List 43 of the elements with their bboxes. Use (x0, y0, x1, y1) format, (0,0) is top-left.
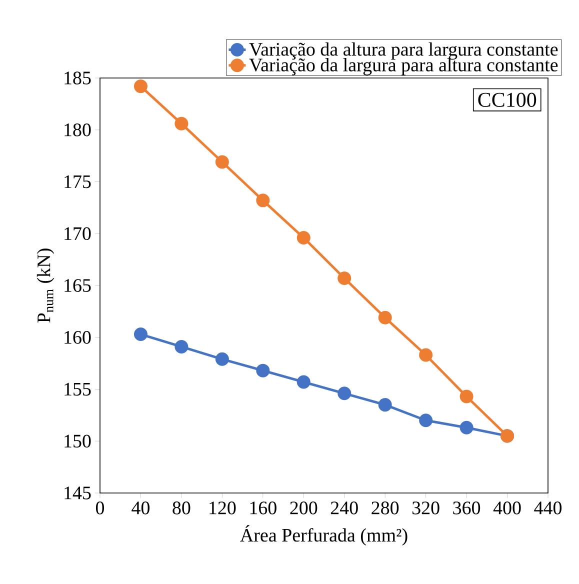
y-tick-label: 150 (64, 434, 91, 448)
x-tick-label: 320 (412, 502, 440, 514)
x-tick-label: 280 (372, 502, 399, 514)
x-tick-label: 240 (330, 502, 358, 514)
y-tick-label: 180 (64, 123, 91, 136)
point (296, 231, 310, 245)
x-tick-label: 120 (210, 502, 236, 514)
x-tick-label: 440 (534, 502, 562, 514)
x-tick-label: 80 (172, 502, 190, 514)
point (460, 390, 474, 404)
x-tick-label: 200 (290, 502, 318, 514)
point (134, 328, 148, 342)
x-tick-label: 160 (250, 502, 276, 514)
point (215, 352, 229, 366)
point (215, 155, 229, 169)
point (174, 116, 188, 130)
x-tick-label: 40 (132, 502, 150, 514)
y-axis-title: P$_{num}$ (kN) (36, 248, 54, 323)
y-tick-label: 145 (64, 486, 91, 500)
point (174, 340, 188, 354)
point (378, 310, 392, 324)
point (256, 194, 270, 208)
point (256, 364, 270, 378)
y-tick-label: 155 (64, 382, 91, 396)
x-tick-label: 400 (493, 502, 521, 514)
y-tick-label: 185 (64, 72, 91, 84)
point (460, 420, 474, 434)
annotation: CC100 (478, 92, 536, 107)
y-tick-label: 165 (64, 279, 91, 292)
point (378, 398, 392, 412)
point (419, 348, 433, 362)
y-tick-label: 175 (64, 175, 91, 188)
x-axis-title: Área Perfurada (mm²) (240, 525, 408, 546)
point (419, 414, 433, 428)
y-tick-label: 160 (64, 330, 91, 344)
x-tick-label: 0 (96, 502, 104, 514)
point (338, 271, 352, 285)
x-tick-label: 360 (453, 502, 480, 514)
point (338, 386, 352, 400)
legend-label: Variação da largura para altura constante (249, 58, 558, 76)
y-tick-label: 170 (64, 227, 91, 240)
point (134, 80, 148, 94)
point (296, 375, 310, 389)
